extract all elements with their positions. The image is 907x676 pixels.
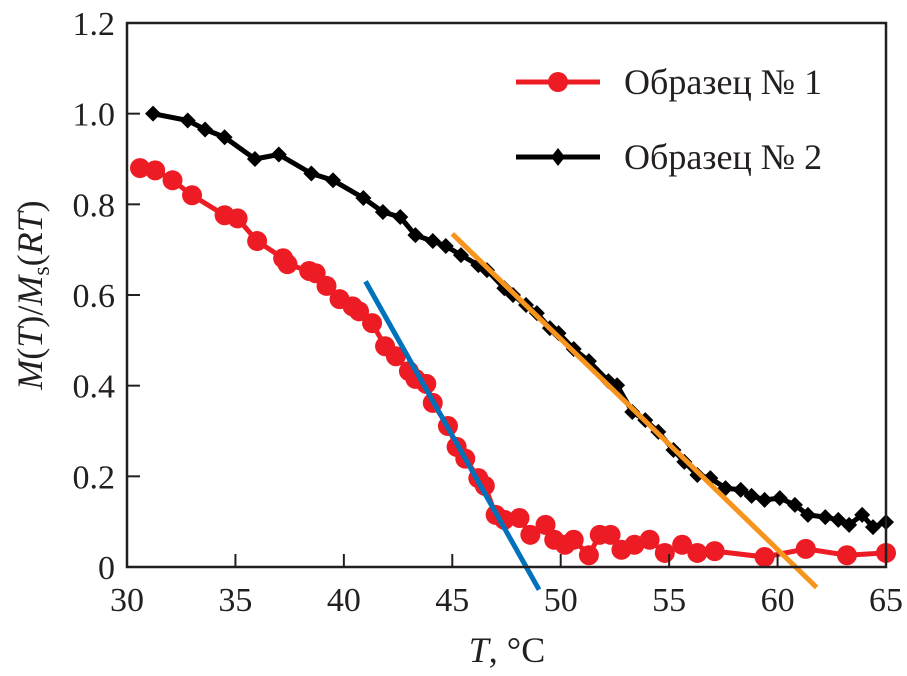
data-point-circle xyxy=(535,514,556,535)
x-tick-label: 40 xyxy=(327,582,361,619)
data-point-circle xyxy=(362,313,383,334)
data-point-circle xyxy=(563,529,584,550)
data-point-circle xyxy=(520,524,541,545)
legend: Образец № 1 Образец № 2 xyxy=(516,62,822,177)
data-point-diamond xyxy=(864,519,881,536)
y-tick-label: 0.2 xyxy=(73,459,116,496)
data-point-circle xyxy=(578,545,599,566)
data-point-circle xyxy=(349,301,370,322)
x-axis-title-var: T xyxy=(469,630,492,670)
x-axis-ticks: 30 35 40 45 50 55 60 65 xyxy=(110,554,903,619)
data-point-diamond xyxy=(743,487,760,504)
data-point-diamond xyxy=(732,481,749,498)
data-point-circle xyxy=(277,254,298,275)
y-tick-label: 0 xyxy=(98,550,115,587)
fit-line-sample-2 xyxy=(450,232,819,590)
data-point-diamond xyxy=(216,129,233,146)
data-point-circle xyxy=(227,208,248,229)
data-point-circle xyxy=(704,541,725,562)
data-point-diamond xyxy=(550,325,567,342)
y-title-m: M xyxy=(10,358,50,391)
y-title-rt: RT xyxy=(10,209,50,255)
x-tick-label: 50 xyxy=(544,582,578,619)
y-title-slash: )/ xyxy=(10,306,50,328)
y-title-subscript: s xyxy=(29,266,55,275)
data-point-diamond xyxy=(437,238,454,255)
data-point-diamond xyxy=(786,496,803,513)
x-tick-label: 65 xyxy=(869,582,903,619)
x-tick-label: 30 xyxy=(110,582,144,619)
y-title-paren2: ( xyxy=(10,254,50,266)
data-point-diamond xyxy=(817,509,834,526)
data-point-diamond xyxy=(771,490,788,507)
x-tick-label: 60 xyxy=(761,582,795,619)
x-tick-label: 35 xyxy=(218,582,252,619)
y-title-paren: ( xyxy=(10,348,50,360)
data-point-circle xyxy=(639,529,660,550)
legend-item-sample-2: Образец № 2 xyxy=(516,137,822,177)
data-point-diamond xyxy=(756,491,773,508)
legend-marker-diamond xyxy=(551,148,565,166)
y-tick-label: 1.2 xyxy=(73,6,116,43)
legend-marker-circle xyxy=(548,72,568,92)
data-point-circle xyxy=(247,231,268,252)
y-axis-ticks: 0 0.2 0.4 0.6 0.8 1.0 1.2 xyxy=(73,6,140,587)
y-title-t: T xyxy=(10,325,50,348)
data-point-diamond xyxy=(246,151,263,167)
y-axis-title: M(T)/Ms(RT) xyxy=(10,200,55,390)
data-point-circle xyxy=(795,538,816,559)
data-point-diamond xyxy=(270,146,287,163)
data-point-circle xyxy=(316,275,337,296)
data-point-diamond xyxy=(355,189,372,206)
data-point-diamond xyxy=(799,506,816,523)
data-point-circle xyxy=(145,160,166,181)
data-point-circle xyxy=(509,508,530,529)
data-point-diamond xyxy=(197,121,214,138)
series-1 xyxy=(130,158,896,568)
y-tick-label: 0.4 xyxy=(73,369,116,406)
data-point-diamond xyxy=(145,105,162,122)
data-point-circle xyxy=(600,524,621,545)
fit-lines xyxy=(363,232,819,591)
x-axis-title: T, °C xyxy=(469,630,545,670)
fit-line-sample-1 xyxy=(363,280,542,591)
data-point-circle xyxy=(836,545,857,566)
data-point-diamond xyxy=(179,112,196,129)
data-point-circle xyxy=(672,534,693,555)
x-tick-label: 45 xyxy=(435,582,469,619)
y-tick-label: 0.6 xyxy=(73,278,116,315)
data-point-circle xyxy=(182,185,203,206)
data-point-circle xyxy=(385,346,406,367)
data-point-diamond xyxy=(452,247,469,264)
data-point-circle xyxy=(754,547,775,568)
legend-label-2: Образец № 2 xyxy=(624,137,822,177)
data-point-diamond xyxy=(303,165,320,182)
data-point-circle xyxy=(162,170,183,191)
data-point-diamond xyxy=(424,233,441,250)
x-tick-label: 55 xyxy=(652,582,686,619)
y-tick-label: 1.0 xyxy=(73,97,116,134)
x-axis-title-unit: , °C xyxy=(489,630,545,670)
data-point-diamond xyxy=(374,204,391,221)
data-point-diamond xyxy=(407,227,424,244)
data-point-diamond xyxy=(841,516,858,533)
data-point-circle xyxy=(624,534,645,555)
data-point-circle xyxy=(654,542,675,563)
y-title-m2: M xyxy=(10,274,50,307)
y-title-paren3: ) xyxy=(10,200,50,212)
data-point-circle xyxy=(130,158,151,179)
y-tick-label: 0.8 xyxy=(73,187,116,224)
data-point-diamond xyxy=(325,172,342,189)
legend-item-sample-1: Образец № 1 xyxy=(516,62,822,102)
legend-label-1: Образец № 1 xyxy=(624,62,822,102)
data-point-diamond xyxy=(854,506,871,523)
data-point-diamond xyxy=(392,209,409,226)
data-point-circle xyxy=(687,542,708,563)
